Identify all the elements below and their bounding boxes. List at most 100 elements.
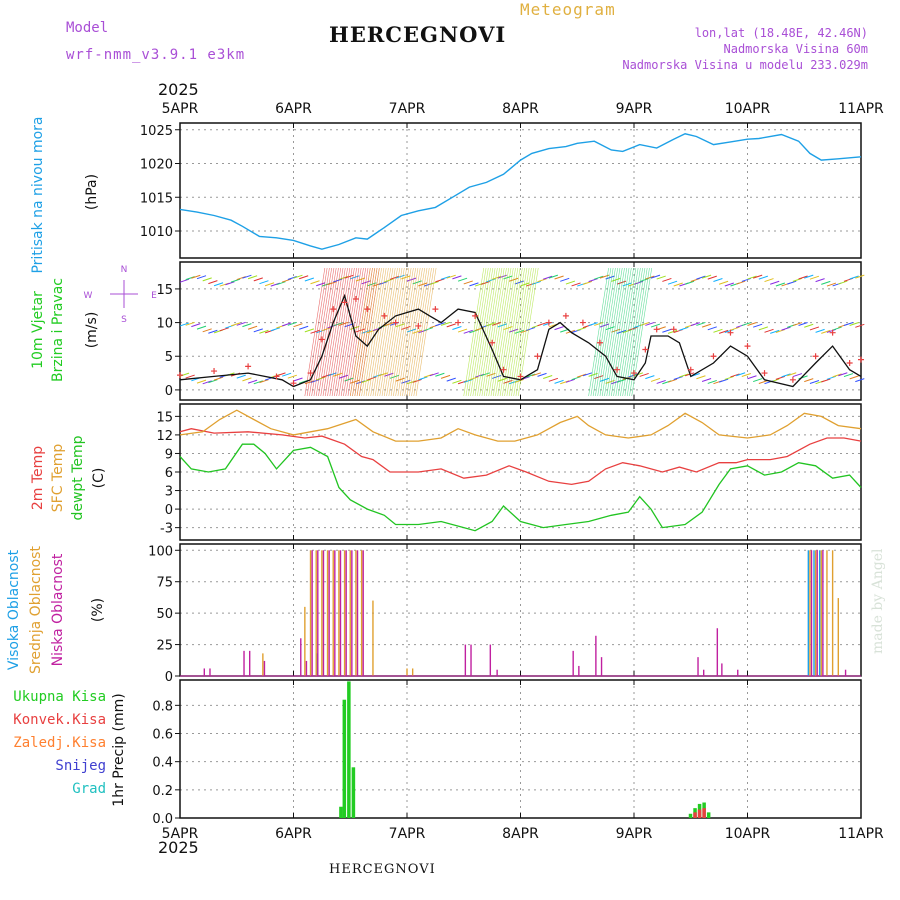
wind-barb — [707, 379, 717, 384]
wind-barb-storm — [338, 267, 360, 397]
wind-barb — [463, 280, 473, 285]
wind-barb — [316, 282, 326, 287]
wind-barb — [276, 372, 286, 377]
wind-barb — [537, 322, 547, 327]
wind-barb — [662, 277, 672, 282]
gust-marker — [517, 373, 524, 380]
gust-marker — [653, 326, 660, 333]
gust-marker — [352, 296, 359, 303]
x-tick-label-bottom: 11APR — [838, 826, 884, 842]
wind-barb-storm — [513, 267, 534, 397]
model-label: Model — [66, 20, 109, 36]
wind-barb — [792, 373, 803, 378]
x-tick-label-bottom: 7APR — [389, 826, 426, 842]
wind-barb — [554, 379, 564, 384]
y-tick-label: 10 — [156, 317, 173, 332]
wind-barb — [259, 329, 269, 334]
wind-barb — [798, 275, 808, 280]
gust-marker — [846, 359, 853, 366]
wind-barb — [696, 375, 706, 380]
wind-barb — [304, 328, 315, 333]
wind-barb — [293, 274, 303, 279]
wind-barb — [707, 275, 717, 280]
wind-barb — [667, 329, 678, 334]
wind-barb — [361, 329, 371, 334]
wind-barb — [202, 328, 212, 333]
gust-marker — [211, 368, 218, 375]
wind-barb — [293, 377, 303, 382]
wind-barb — [832, 326, 842, 331]
wind-barb — [406, 328, 417, 333]
wind-barb — [242, 377, 252, 382]
wind-barb-storm — [465, 267, 487, 397]
wind-barb-storm — [597, 267, 618, 397]
wind-barb — [758, 275, 769, 280]
precip-bar — [347, 681, 351, 818]
wind-barb — [435, 322, 445, 327]
y-tick-label: 0.0 — [152, 812, 173, 827]
wind-barb-storm — [606, 267, 628, 397]
wind-barb-storm — [629, 267, 650, 397]
y-tick-label: 0.4 — [152, 756, 173, 771]
gust-marker — [489, 339, 496, 346]
wind-barb-storm — [359, 267, 380, 397]
wind-barb — [446, 377, 456, 382]
wind-barb-storm — [601, 267, 623, 397]
gust-marker — [318, 336, 325, 343]
wind-barb — [310, 280, 320, 285]
gust-marker — [381, 312, 388, 319]
wind-barb-storm — [595, 267, 616, 397]
wind-barb — [185, 374, 195, 379]
wind-barb-storm — [474, 267, 496, 397]
wind-barb-storm — [349, 267, 371, 397]
wind-barb — [191, 323, 201, 328]
wind-barb — [571, 376, 581, 381]
wind-barb — [855, 378, 865, 383]
wind-barb — [230, 322, 241, 327]
wind-barb-storm — [481, 267, 503, 397]
panel-frame — [179, 403, 862, 541]
wind-barb-storm — [415, 267, 437, 397]
wind-barb — [838, 280, 848, 285]
wind-barb — [684, 280, 695, 285]
cloud-ylabel-high: Visoka Oblacnost — [6, 549, 22, 670]
gust-marker — [761, 370, 768, 377]
wind-barb — [707, 326, 717, 331]
compass-icon — [110, 280, 138, 308]
wind-barb-storm — [617, 267, 639, 397]
wind-barb-storm — [408, 267, 430, 397]
pressure-unit: (hPa) — [84, 174, 100, 210]
wind-barb — [577, 373, 587, 378]
wind-barb-storm — [472, 267, 494, 397]
wind-barb-storm — [354, 267, 376, 397]
wind-barb-storm — [599, 267, 621, 397]
wind-barb-storm — [318, 267, 339, 397]
wind-barb — [775, 282, 786, 287]
altitude-label: Nadmorska Visina 60m — [723, 42, 869, 56]
wind-barb — [605, 379, 615, 384]
precip-bar — [688, 813, 693, 818]
temp-line-2 — [179, 443, 862, 532]
x-tick-label-bottom: 9APR — [616, 826, 653, 842]
wind-barb — [446, 274, 456, 279]
wind-barb — [639, 322, 649, 327]
wind-barb — [832, 373, 842, 378]
gust-marker — [472, 312, 479, 319]
wind-barb — [809, 275, 820, 280]
wind-barb — [753, 274, 763, 279]
gust-marker — [307, 370, 314, 377]
x-tick-label-top: 7APR — [389, 101, 426, 117]
wind-barb-storm — [368, 267, 389, 397]
wind-barb — [543, 275, 553, 280]
wind-barb — [554, 326, 564, 331]
wind-barb — [179, 278, 190, 283]
wind-barb — [594, 321, 604, 326]
wind-barb-storm — [497, 267, 519, 397]
wind-barb-storm — [320, 267, 342, 397]
wind-barb — [463, 329, 473, 334]
gust-marker — [710, 353, 717, 360]
gust-marker — [455, 319, 462, 326]
x-tick-label-top: 11APR — [838, 101, 884, 117]
wind-barb — [821, 329, 831, 334]
lonlat-label: lon,lat (18.48E, 42.46N) — [694, 26, 868, 40]
